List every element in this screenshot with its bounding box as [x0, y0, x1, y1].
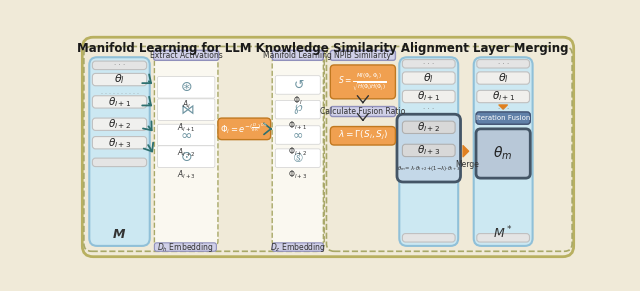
FancyBboxPatch shape	[330, 50, 396, 60]
FancyBboxPatch shape	[326, 47, 572, 251]
FancyBboxPatch shape	[403, 144, 455, 157]
Text: $\boldsymbol{M}$: $\boldsymbol{M}$	[113, 228, 127, 241]
Text: Calculate Fusion Ratio: Calculate Fusion Ratio	[320, 107, 406, 116]
FancyBboxPatch shape	[477, 91, 529, 103]
FancyBboxPatch shape	[476, 129, 531, 178]
FancyBboxPatch shape	[272, 50, 323, 60]
Text: · · ·: · · ·	[497, 106, 509, 112]
FancyBboxPatch shape	[275, 100, 320, 119]
Text: $\Phi_{l+2}$: $\Phi_{l+2}$	[288, 145, 307, 157]
FancyBboxPatch shape	[403, 72, 455, 84]
Text: Extract Activations: Extract Activations	[150, 51, 223, 60]
Text: $\theta_{l+1}$: $\theta_{l+1}$	[492, 90, 515, 103]
FancyBboxPatch shape	[476, 112, 531, 124]
Text: $\theta_l$: $\theta_l$	[114, 73, 125, 86]
FancyBboxPatch shape	[403, 234, 455, 242]
Text: $\odot$: $\odot$	[180, 150, 193, 164]
Text: $A_{l+1}$: $A_{l+1}$	[177, 121, 195, 134]
FancyBboxPatch shape	[330, 107, 396, 116]
Text: $\Phi_{l+1}$: $\Phi_{l+1}$	[288, 120, 307, 132]
FancyBboxPatch shape	[92, 96, 147, 108]
Text: · · ·: · · ·	[497, 61, 509, 67]
Text: $\theta_m{=}\lambda{\cdot}\theta_{l+2}{+}(1{-}\lambda){\cdot}\theta_{l+3}$: $\theta_m{=}\lambda{\cdot}\theta_{l+2}{+…	[397, 164, 460, 173]
Text: $\circledast$: $\circledast$	[180, 80, 193, 94]
FancyBboxPatch shape	[275, 149, 320, 167]
Text: $\wp$: $\wp$	[292, 103, 303, 116]
FancyBboxPatch shape	[92, 73, 147, 86]
Text: $\bowtie$: $\bowtie$	[178, 103, 195, 117]
Text: $\infty$: $\infty$	[180, 128, 192, 142]
FancyBboxPatch shape	[403, 91, 455, 103]
FancyBboxPatch shape	[474, 57, 532, 246]
FancyBboxPatch shape	[275, 126, 320, 144]
Text: $\circledS$: $\circledS$	[292, 152, 303, 165]
Text: · · · · · · · · · ·: · · · · · · · · · ·	[100, 91, 138, 96]
Text: $\infty$: $\infty$	[292, 129, 303, 141]
FancyBboxPatch shape	[92, 136, 147, 149]
Text: Similarity Alignment Layer Merging: Similarity Alignment Layer Merging	[333, 42, 568, 55]
Text: $S = \frac{MI(\Phi_i,\Phi_j)}{\sqrt{H(\Phi_i)H(\Phi_j)}}$: $S = \frac{MI(\Phi_i,\Phi_j)}{\sqrt{H(\P…	[339, 71, 387, 93]
FancyBboxPatch shape	[157, 99, 215, 120]
FancyBboxPatch shape	[275, 76, 320, 94]
Text: $\theta_{l+1}$: $\theta_{l+1}$	[108, 95, 131, 109]
FancyBboxPatch shape	[157, 124, 215, 146]
FancyBboxPatch shape	[157, 77, 215, 98]
Text: $\theta_{l+3}$: $\theta_{l+3}$	[108, 136, 131, 150]
Text: · · ·: · · ·	[114, 62, 125, 68]
Text: $\boldsymbol{M^*}$: $\boldsymbol{M^*}$	[493, 225, 513, 241]
FancyBboxPatch shape	[330, 127, 396, 145]
Text: $\theta_m$: $\theta_m$	[493, 145, 513, 162]
FancyBboxPatch shape	[330, 65, 396, 99]
Text: $\theta_{l+2}$: $\theta_{l+2}$	[108, 117, 131, 131]
Text: $\theta_{l+1}$: $\theta_{l+1}$	[417, 90, 440, 103]
FancyBboxPatch shape	[157, 146, 215, 167]
FancyBboxPatch shape	[477, 234, 529, 242]
Text: $D_h$ Embedding: $D_h$ Embedding	[157, 241, 214, 253]
FancyBboxPatch shape	[272, 243, 323, 251]
FancyBboxPatch shape	[397, 114, 461, 182]
Text: $\theta_{l+2}$: $\theta_{l+2}$	[417, 120, 440, 134]
Text: Manifold Learning for LLM Knowledge: Manifold Learning for LLM Knowledge	[77, 42, 328, 55]
FancyBboxPatch shape	[403, 60, 455, 68]
Text: $\Phi_l$: $\Phi_l$	[293, 95, 303, 107]
Text: $\theta_l$: $\theta_l$	[498, 71, 509, 85]
FancyBboxPatch shape	[84, 47, 324, 251]
FancyBboxPatch shape	[83, 37, 573, 257]
Text: $A_{l+2}$: $A_{l+2}$	[177, 147, 195, 159]
FancyBboxPatch shape	[399, 57, 458, 246]
Text: NPIB Similarity: NPIB Similarity	[335, 51, 391, 60]
FancyBboxPatch shape	[218, 118, 271, 140]
FancyBboxPatch shape	[90, 57, 150, 246]
FancyBboxPatch shape	[154, 243, 216, 251]
Text: Merge: Merge	[455, 160, 479, 169]
Text: $\theta_{l+3}$: $\theta_{l+3}$	[417, 143, 440, 157]
Text: $D_z$ Embedding: $D_z$ Embedding	[270, 241, 326, 253]
FancyBboxPatch shape	[477, 60, 529, 68]
Text: $A_{l+3}$: $A_{l+3}$	[177, 168, 195, 181]
Text: $A_l$: $A_l$	[182, 99, 191, 111]
Text: Iteration Fusion: Iteration Fusion	[476, 115, 531, 121]
FancyBboxPatch shape	[403, 121, 455, 134]
FancyBboxPatch shape	[154, 57, 218, 246]
Text: · · ·: · · ·	[423, 106, 435, 112]
Text: $\circlearrowleft$: $\circlearrowleft$	[291, 79, 305, 91]
Text: Manifold Learning: Manifold Learning	[263, 51, 332, 60]
FancyBboxPatch shape	[154, 50, 219, 60]
FancyBboxPatch shape	[92, 158, 147, 166]
FancyBboxPatch shape	[272, 57, 323, 246]
Text: $\Phi_{l+3}$: $\Phi_{l+3}$	[288, 168, 307, 181]
Text: $\theta_l$: $\theta_l$	[423, 71, 434, 85]
FancyBboxPatch shape	[92, 61, 147, 70]
Text: · · ·: · · ·	[423, 61, 435, 67]
Text: $\lambda = \Gamma(S_i, S_j)$: $\lambda = \Gamma(S_i, S_j)$	[338, 129, 388, 142]
FancyBboxPatch shape	[477, 72, 529, 84]
Text: $\Phi_i = e^{-(\frac{D}{\delta R})^{0.5}}$: $\Phi_i = e^{-(\frac{D}{\delta R})^{0.5}…	[220, 121, 268, 136]
FancyBboxPatch shape	[92, 118, 147, 130]
